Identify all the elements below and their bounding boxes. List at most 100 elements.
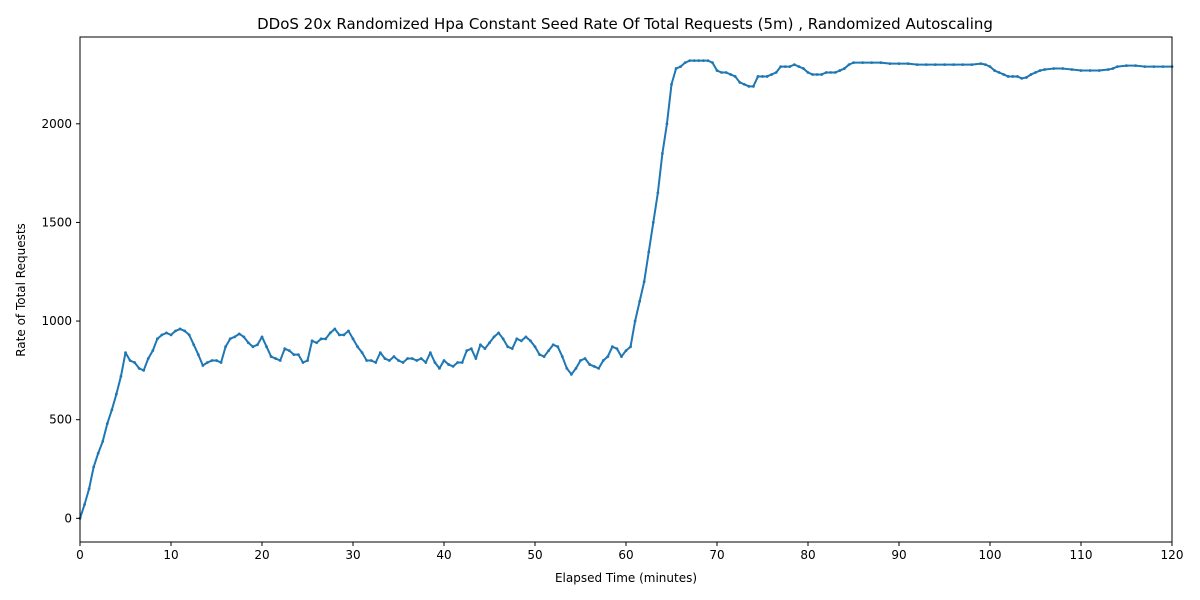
data-point bbox=[105, 422, 109, 426]
data-point bbox=[365, 359, 369, 362]
data-point bbox=[579, 359, 582, 362]
data-point bbox=[610, 345, 614, 349]
data-point bbox=[806, 71, 810, 74]
data-point bbox=[192, 343, 196, 347]
y-axis: 0 500 1000 1500 2000 bbox=[41, 117, 80, 525]
data-point bbox=[993, 69, 996, 72]
data-point bbox=[233, 335, 237, 339]
data-point bbox=[146, 357, 150, 360]
data-point bbox=[410, 357, 414, 360]
data-point bbox=[1106, 68, 1110, 71]
data-point bbox=[1152, 65, 1156, 68]
data-point bbox=[506, 345, 510, 349]
data-point bbox=[620, 355, 623, 358]
data-point bbox=[852, 61, 855, 65]
data-point bbox=[419, 357, 423, 360]
data-point bbox=[1015, 75, 1019, 78]
data-point bbox=[196, 353, 200, 356]
data-point bbox=[720, 71, 723, 74]
data-point bbox=[360, 351, 364, 355]
data-point bbox=[183, 329, 187, 333]
data-point bbox=[210, 359, 214, 362]
data-point bbox=[274, 357, 278, 360]
data-point bbox=[128, 359, 132, 362]
data-point bbox=[829, 71, 833, 74]
data-point bbox=[447, 363, 450, 366]
data-point bbox=[1025, 76, 1028, 79]
y-tick-label: 1000 bbox=[41, 314, 72, 328]
data-point bbox=[802, 67, 805, 70]
data-point bbox=[479, 343, 482, 347]
data-point bbox=[265, 345, 268, 349]
data-point bbox=[711, 61, 714, 65]
data-point bbox=[551, 343, 555, 347]
data-point bbox=[692, 59, 696, 63]
data-point bbox=[219, 361, 223, 364]
data-point bbox=[556, 345, 560, 349]
data-point bbox=[315, 341, 318, 345]
data-point bbox=[765, 75, 769, 78]
data-point bbox=[665, 122, 669, 126]
data-point bbox=[433, 361, 437, 364]
data-point bbox=[383, 357, 387, 360]
data-point bbox=[319, 337, 323, 341]
data-point bbox=[574, 367, 578, 370]
data-point bbox=[588, 363, 591, 366]
data-point bbox=[1143, 65, 1147, 68]
data-point bbox=[1111, 67, 1115, 70]
data-point bbox=[201, 364, 205, 367]
data-point bbox=[137, 367, 141, 370]
data-point bbox=[369, 359, 373, 362]
data-point bbox=[533, 345, 537, 349]
data-point bbox=[96, 451, 100, 455]
y-tick-label: 500 bbox=[49, 413, 72, 427]
data-point bbox=[83, 503, 86, 506]
data-point bbox=[952, 63, 955, 67]
data-point bbox=[752, 84, 755, 88]
data-point bbox=[651, 221, 655, 224]
data-point bbox=[133, 361, 137, 364]
data-point bbox=[597, 367, 601, 370]
data-point bbox=[428, 351, 432, 355]
data-point bbox=[997, 71, 1001, 74]
data-point bbox=[538, 353, 541, 356]
data-point bbox=[629, 345, 632, 349]
x-tick-label: 0 bbox=[76, 548, 84, 562]
data-point bbox=[542, 355, 546, 358]
data-point bbox=[351, 337, 355, 341]
data-point bbox=[101, 439, 105, 443]
data-point bbox=[1097, 69, 1101, 72]
data-point bbox=[301, 361, 305, 364]
x-tick-label: 110 bbox=[1070, 548, 1093, 562]
data-point bbox=[1002, 73, 1006, 76]
data-point bbox=[733, 75, 737, 78]
series-line bbox=[79, 59, 1172, 519]
data-point bbox=[1020, 77, 1024, 80]
data-point bbox=[770, 73, 773, 76]
data-point bbox=[142, 368, 146, 372]
data-point bbox=[529, 339, 532, 343]
x-tick-label: 60 bbox=[618, 548, 633, 562]
data-point bbox=[583, 357, 587, 360]
data-point bbox=[524, 335, 528, 339]
data-point bbox=[738, 80, 742, 84]
data-point bbox=[601, 359, 605, 362]
data-point bbox=[469, 347, 473, 351]
data-point bbox=[287, 349, 291, 353]
x-tick-label: 20 bbox=[254, 548, 269, 562]
data-point bbox=[242, 335, 246, 339]
data-point bbox=[833, 71, 837, 74]
data-point bbox=[1134, 64, 1137, 67]
data-point bbox=[510, 347, 514, 351]
data-point bbox=[224, 345, 228, 349]
x-tick-label: 90 bbox=[891, 548, 906, 562]
data-point bbox=[560, 355, 564, 358]
data-point bbox=[815, 73, 819, 76]
x-tick-label: 120 bbox=[1161, 548, 1184, 562]
data-point bbox=[988, 65, 992, 68]
data-point bbox=[1038, 69, 1042, 72]
data-point bbox=[187, 333, 191, 337]
data-point bbox=[392, 355, 396, 358]
data-point bbox=[570, 372, 573, 376]
